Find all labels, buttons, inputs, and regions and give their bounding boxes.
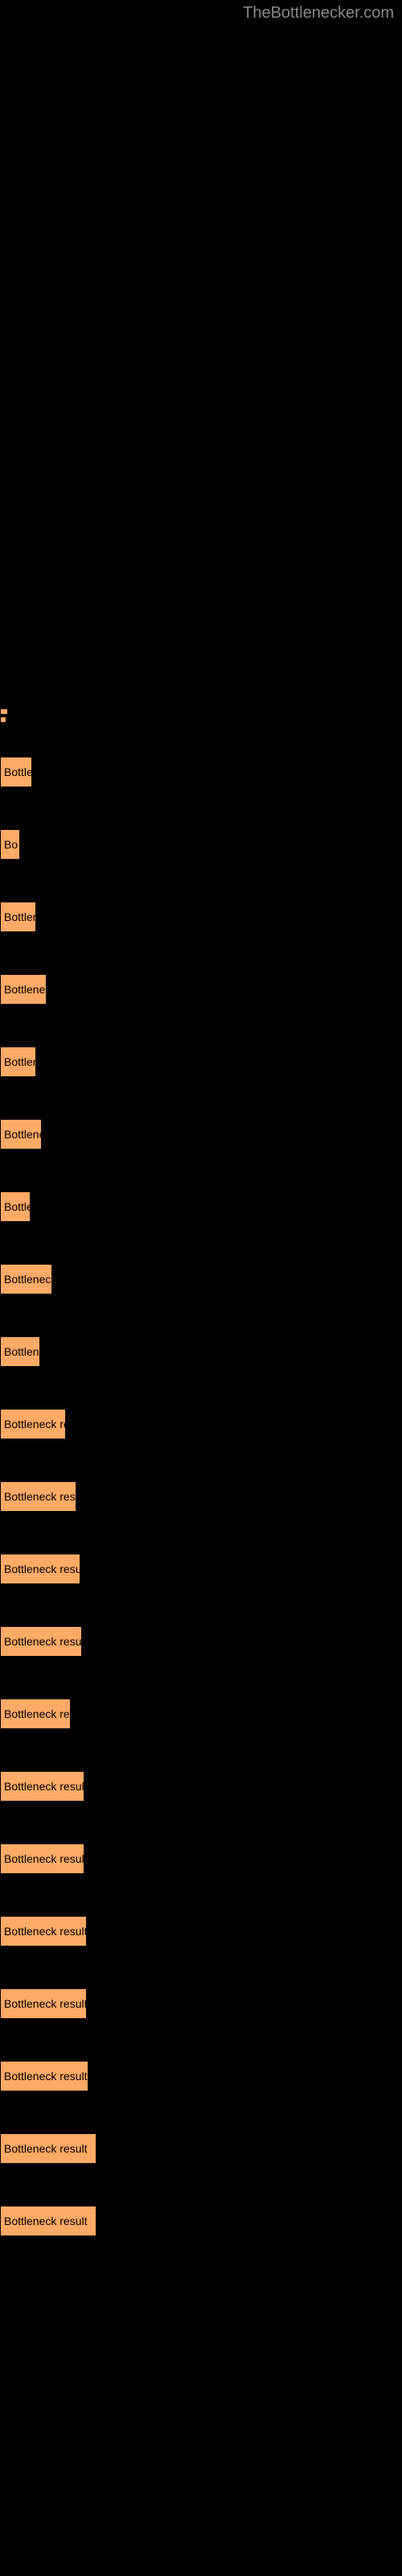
bar-row: Bottleneck result <box>0 1554 402 1586</box>
bar: Bottlen <box>0 1046 36 1077</box>
bar: Bottleneck <box>0 974 47 1005</box>
bar-row: Bottlen <box>0 902 402 934</box>
bar-row: Bottleneck result <box>0 2061 402 2093</box>
bar: Bottleneck result <box>0 1771 84 1802</box>
bar: Bottleneck result <box>0 1916 87 1946</box>
bar-row: Bo <box>0 829 402 861</box>
bar: Bottleneck result <box>0 1988 87 2019</box>
tiny-bar <box>0 716 6 723</box>
bar-row: Bottlen <box>0 1046 402 1079</box>
bar-row: Bottle <box>0 757 402 789</box>
bar-row: Bottlenec <box>0 1119 402 1151</box>
bar: Bottleneck r <box>0 1264 52 1294</box>
tiny-bars-group <box>0 708 8 724</box>
bar: Bo <box>0 829 20 860</box>
bar-row: Bottleneck result <box>0 1843 402 1876</box>
bar-row: Bottleneck result <box>0 1481 402 1513</box>
bar: Bottle <box>0 757 32 787</box>
tiny-bar <box>0 708 8 715</box>
bar: Bottlene <box>0 1336 40 1367</box>
bar-row: Bottleneck result <box>0 2206 402 2238</box>
bar: Bottleneck result <box>0 1626 82 1657</box>
bar: Bottleneck result <box>0 2061 88 2091</box>
bar-row: Bottleneck res <box>0 1699 402 1731</box>
bar-row: Bottleneck <box>0 974 402 1006</box>
bar: Bottleneck res <box>0 1699 71 1729</box>
bar: Bottle <box>0 1191 31 1222</box>
bar-row: Bottleneck r <box>0 1264 402 1296</box>
bar: Bottleneck result <box>0 2206 96 2236</box>
bar: Bottleneck result <box>0 1554 80 1584</box>
bar: Bottlenec <box>0 1119 42 1150</box>
bar: Bottleneck result <box>0 1481 76 1512</box>
bar-row: Bottleneck result <box>0 2133 402 2165</box>
bar-row: Bottleneck resu <box>0 1409 402 1441</box>
bar: Bottleneck result <box>0 1843 84 1874</box>
bar-row: Bottle <box>0 1191 402 1224</box>
bar: Bottlen <box>0 902 36 932</box>
bar: Bottleneck resu <box>0 1409 66 1439</box>
watermark-text: TheBottlenecker.com <box>243 4 394 23</box>
bar-row: Bottleneck result <box>0 1771 402 1803</box>
bar: Bottleneck result <box>0 2133 96 2164</box>
bar-chart: Bottle Bo Bottlen Bottleneck Bottlen Bottlene… <box>0 757 402 2278</box>
bar-row: Bottleneck result <box>0 1988 402 2021</box>
bar-row: Bottlene <box>0 1336 402 1368</box>
bar-row: Bottleneck result <box>0 1626 402 1658</box>
bar-row: Bottleneck result <box>0 1916 402 1948</box>
